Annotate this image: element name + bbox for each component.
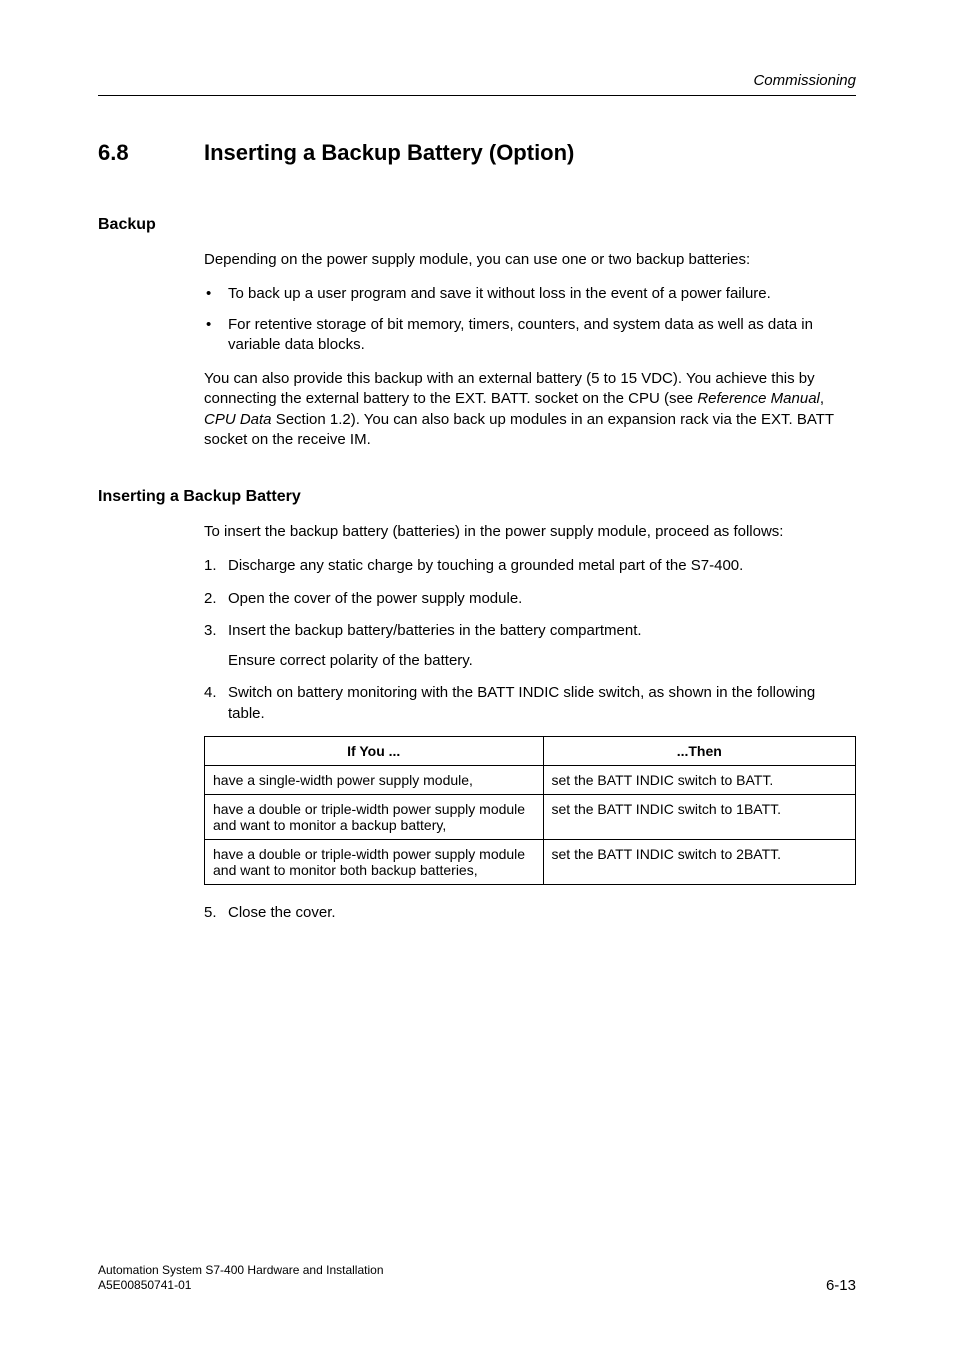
step-item: Discharge any static charge by touching … [204, 556, 856, 576]
batt-indic-table: If You ... ...Then have a single-width p… [204, 736, 856, 885]
steps-list: Discharge any static charge by touching … [204, 556, 856, 724]
top-rule [98, 95, 856, 96]
step-item: Switch on battery monitoring with the BA… [204, 683, 856, 724]
reference-italic: CPU Data [204, 411, 272, 428]
section-number: 6.8 [98, 140, 204, 166]
page-footer: Automation System S7-400 Hardware and In… [98, 1263, 856, 1294]
step-text: Open the cover of the power supply modul… [228, 590, 522, 607]
running-head: Commissioning [98, 72, 856, 89]
subheading-backup: Backup [98, 216, 856, 234]
table-header-cell: If You ... [205, 736, 544, 765]
table-header-row: If You ... ...Then [205, 736, 856, 765]
text-run: Section 1.2). You can also back up modul… [204, 411, 834, 448]
table-row: have a double or triple-width power supp… [205, 839, 856, 884]
table-cell: have a single-width power supply module, [205, 765, 544, 794]
table-cell: set the BATT INDIC switch to BATT. [543, 765, 855, 794]
subheading-inserting: Inserting a Backup Battery [98, 488, 856, 506]
table-row: have a double or triple-width power supp… [205, 794, 856, 839]
reference-italic: Reference Manual [697, 390, 820, 407]
table-cell: set the BATT INDIC switch to 2BATT. [543, 839, 855, 884]
table-row: have a single-width power supply module,… [205, 765, 856, 794]
step-item: Insert the backup battery/batteries in t… [204, 621, 856, 672]
step-text: Close the cover. [228, 904, 336, 921]
backup-intro: Depending on the power supply module, yo… [204, 250, 856, 270]
footer-page-number: 6-13 [826, 1277, 856, 1294]
step-text: Insert the backup battery/batteries in t… [228, 622, 642, 639]
step-subtext: Ensure correct polarity of the battery. [228, 651, 856, 671]
list-item: For retentive storage of bit memory, tim… [204, 315, 856, 356]
table-cell: set the BATT INDIC switch to 1BATT. [543, 794, 855, 839]
footer-doc-id: A5E00850741-01 [98, 1278, 384, 1294]
section-title: Inserting a Backup Battery (Option) [204, 140, 574, 166]
text-run: , [820, 390, 824, 407]
step-text: Switch on battery monitoring with the BA… [228, 684, 815, 721]
backup-para2: You can also provide this backup with an… [204, 369, 856, 450]
step-item: Open the cover of the power supply modul… [204, 589, 856, 609]
insert-intro: To insert the backup battery (batteries)… [204, 522, 856, 542]
section-heading: 6.8 Inserting a Backup Battery (Option) [98, 140, 856, 166]
table-cell: have a double or triple-width power supp… [205, 839, 544, 884]
footer-left: Automation System S7-400 Hardware and In… [98, 1263, 384, 1294]
list-item: To back up a user program and save it wi… [204, 284, 856, 304]
step-item: Close the cover. [204, 903, 856, 923]
backup-bullet-list: To back up a user program and save it wi… [204, 284, 856, 355]
table-cell: have a double or triple-width power supp… [205, 794, 544, 839]
steps-list-cont: Close the cover. [204, 903, 856, 923]
step-text: Discharge any static charge by touching … [228, 557, 743, 574]
footer-doc-title: Automation System S7-400 Hardware and In… [98, 1263, 384, 1279]
table-header-cell: ...Then [543, 736, 855, 765]
